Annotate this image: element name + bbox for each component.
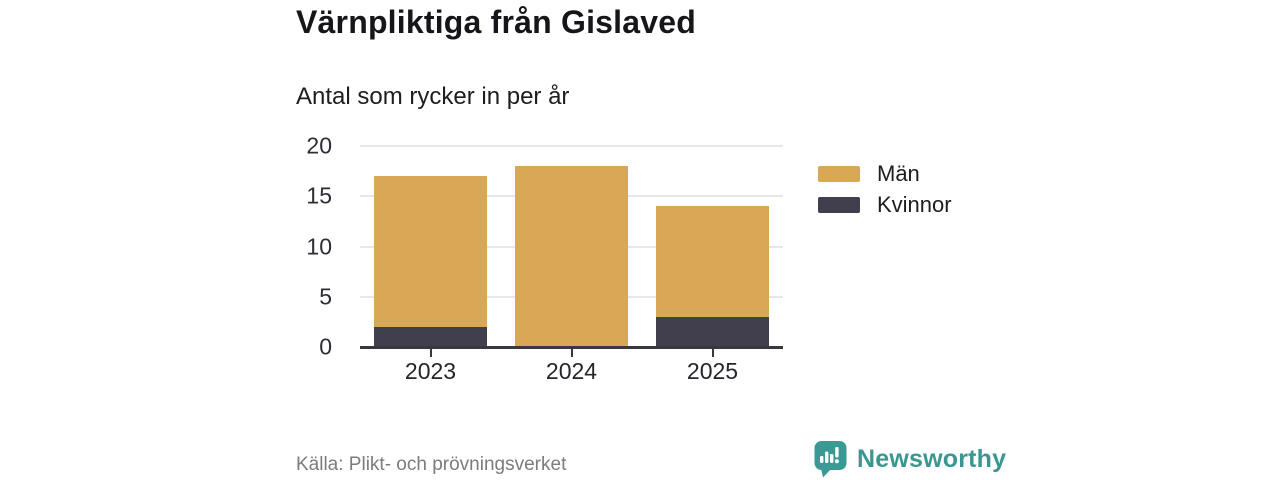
x-tick-label: 2023 [404, 358, 457, 384]
bar-segment-kvinnor [374, 326, 487, 347]
x-tick-label: 2024 [545, 358, 598, 384]
y-tick-label: 10 [306, 233, 332, 259]
plot-area [360, 145, 783, 357]
legend-label: Män [877, 160, 920, 186]
legend-item-män: Män [818, 158, 952, 189]
y-tick-label: 15 [306, 182, 332, 209]
source-note: Källa: Plikt- och prövningsverket [296, 454, 567, 475]
gridline [360, 145, 783, 147]
x-tick [570, 349, 573, 357]
y-tick-label: 20 [306, 132, 332, 159]
y-tick-label: 5 [319, 283, 332, 310]
legend: Män Kvinnor [818, 158, 952, 220]
newsworthy-wordmark: Newsworthy [857, 444, 1007, 473]
x-tick-label: 2025 [686, 358, 739, 384]
x-axis-line [360, 346, 783, 349]
x-axis-labels: 2023 2024 2025 [360, 358, 783, 388]
chart-subtitle: Antal som rycker in per år [296, 83, 570, 110]
bar-segment-män [374, 176, 487, 327]
legend-swatch [818, 165, 860, 182]
newsworthy-logo: Newsworthy [813, 440, 1006, 478]
legend-label: Kvinnor [877, 191, 952, 217]
bar-segment-män [656, 206, 769, 317]
x-tick [711, 349, 714, 357]
bar-segment-kvinnor [656, 316, 769, 347]
x-tick [429, 349, 432, 357]
chart-title: Värnpliktiga från Gislaved [296, 4, 696, 40]
y-axis-labels: 0 5 10 15 20 [280, 134, 346, 358]
y-tick-label: 0 [319, 333, 332, 360]
legend-swatch [818, 196, 860, 213]
legend-item-kvinnor: Kvinnor [818, 189, 952, 220]
bar-segment-män [515, 166, 628, 347]
newsworthy-icon [814, 441, 847, 478]
